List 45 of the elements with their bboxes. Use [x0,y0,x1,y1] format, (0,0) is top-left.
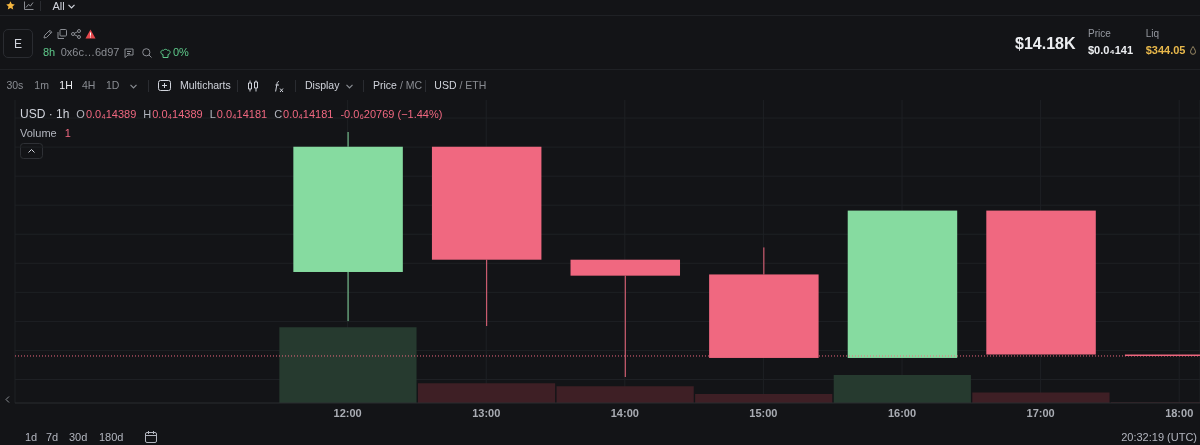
text: 1d [25,430,38,443]
chart-title: USD · 1h [20,106,70,121]
x-tick-label: 18:00 [1165,406,1194,419]
text: E [13,36,23,51]
text: $14.18K [1015,34,1076,52]
text: $344.05 [1145,44,1186,56]
x-tick-label: 14:00 [610,406,639,419]
text: 30s [6,79,24,92]
text: All [52,0,65,12]
text: 0.0₄14389 [152,107,203,121]
x-tick-label: 15:00 [749,406,778,419]
x-tick-label: 16:00 [887,406,917,419]
text: USD [434,79,457,92]
text: 0.0₄14181 [216,107,268,121]
text: L [209,107,216,121]
text: $0.0₄141 [1088,44,1134,56]
annotation: 1 [64,126,71,139]
text: 0% [173,46,189,58]
text: C [274,107,283,121]
text: Price [1088,28,1111,40]
text: Liq [1145,28,1160,40]
text: 0x6c…6d97 [60,46,120,58]
x-tick-label: 17:00 [1026,406,1055,419]
x-tick-label: 12:00 [333,406,362,419]
text: 8h [43,46,56,58]
text: -0.0₆20769 (−1.44%) [340,107,443,121]
text: Multicharts [180,79,231,92]
text: / MC [399,79,423,92]
text: 1D [106,79,120,92]
text: H [143,107,152,121]
text: 1m [34,79,49,92]
text: Display [305,79,340,92]
x-tick-label: 13:00 [472,406,501,419]
text: 20:32:19 (UTC) [1121,430,1197,443]
text: O [76,107,85,121]
text: 4H [82,79,96,92]
text: Price [373,79,397,92]
text: 180d [99,430,124,443]
text: 0.0₄14181 [283,107,334,121]
text: 30d [69,430,88,443]
text: 7d [46,430,59,443]
text: 1H [59,79,73,92]
chart-title: Volume [20,126,57,139]
text: / ETH [459,79,487,92]
text: 0.0₄14389 [85,107,137,121]
